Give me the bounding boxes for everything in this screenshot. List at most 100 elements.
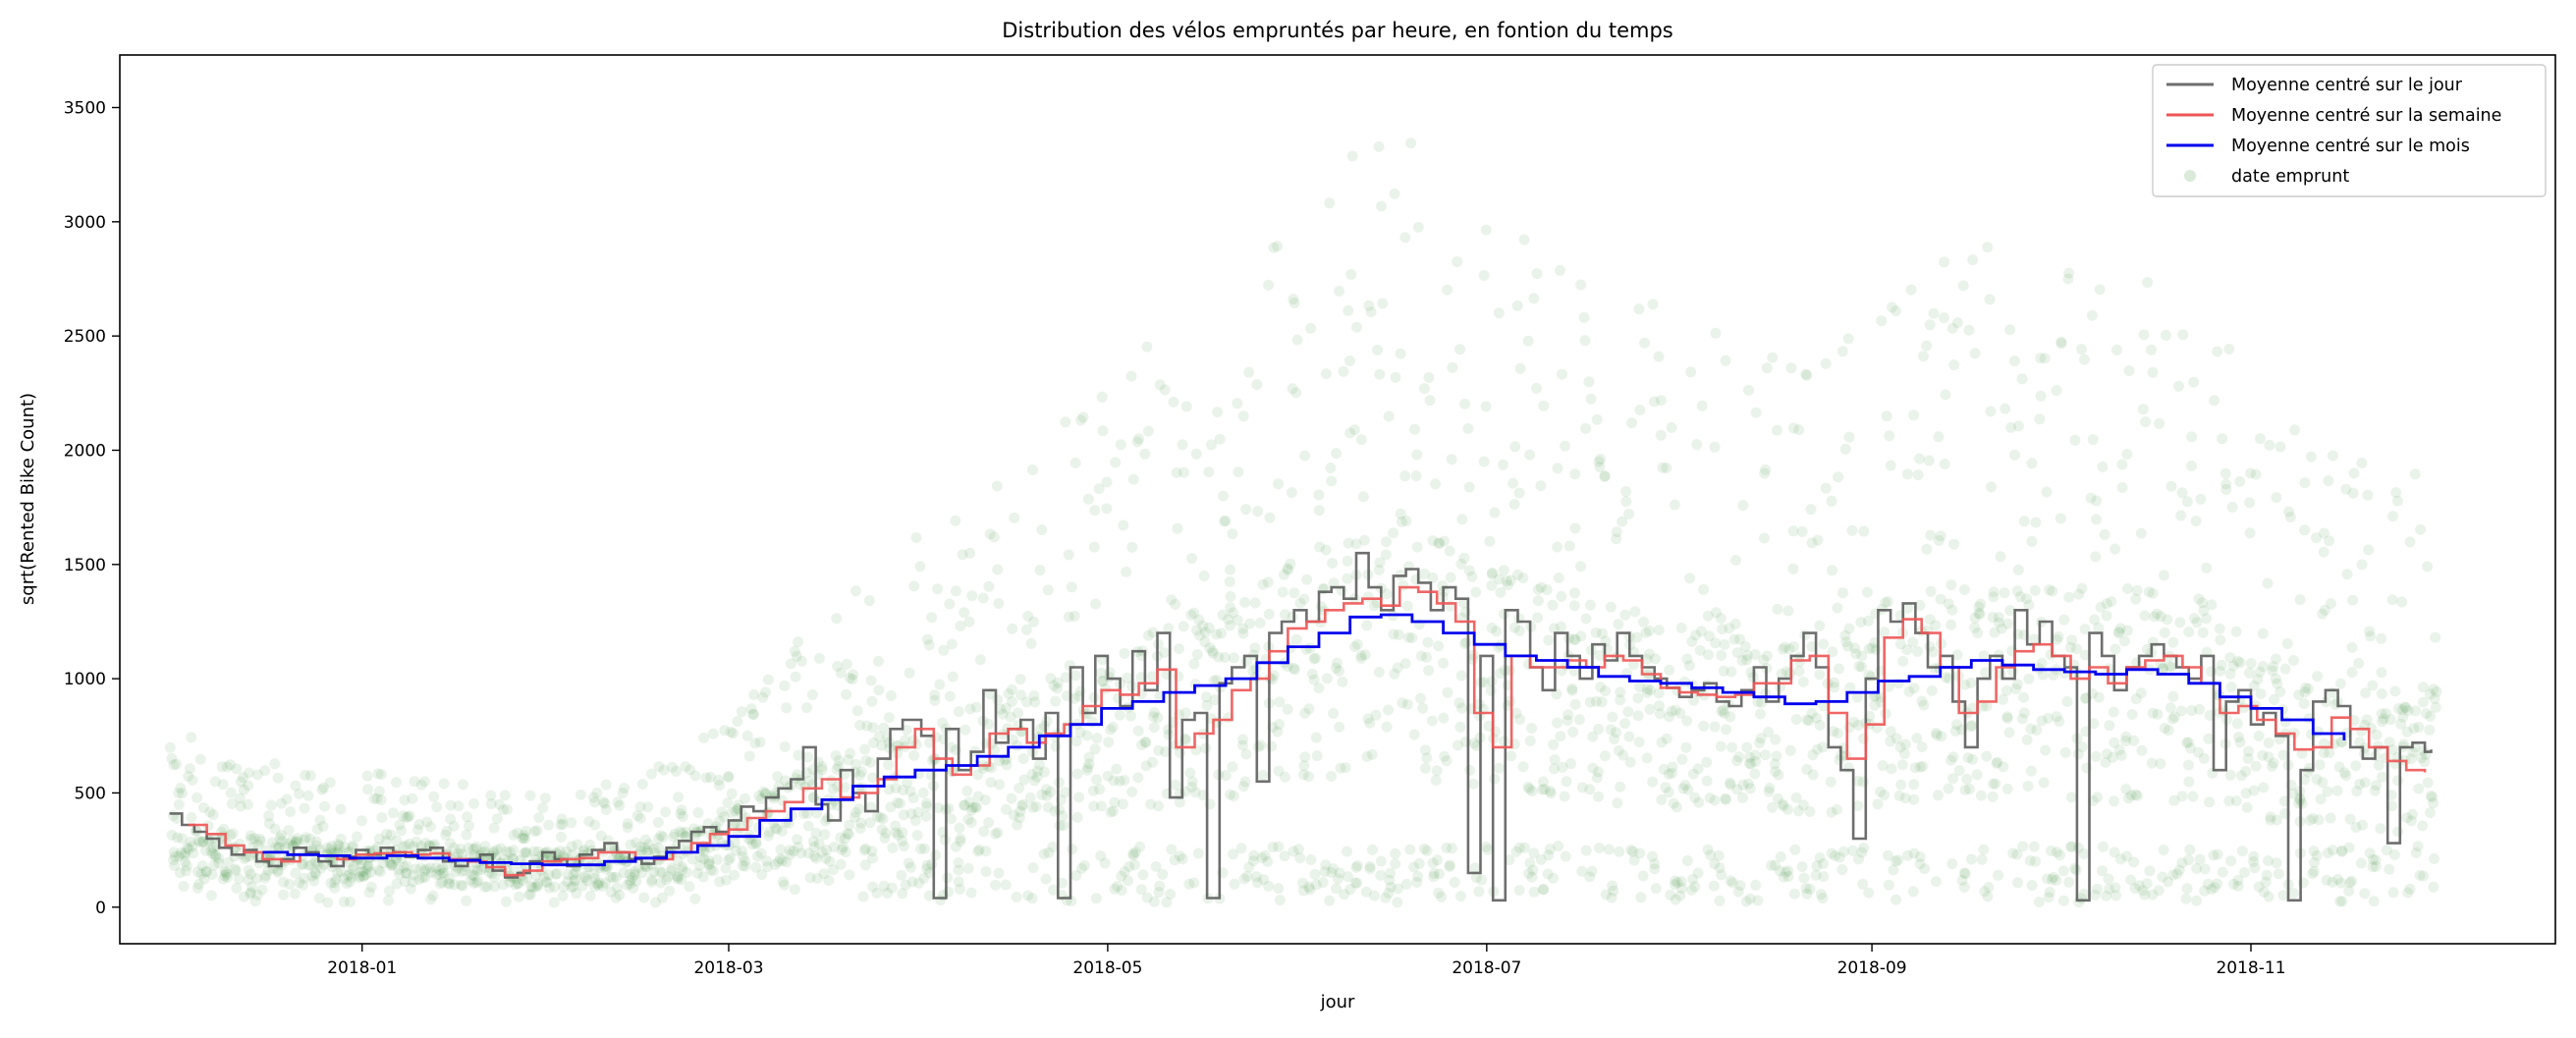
- scatter-point: [1186, 782, 1198, 792]
- scatter-point: [1949, 726, 1961, 737]
- scatter-point: [2157, 663, 2168, 675]
- scatter-point: [1733, 751, 1745, 763]
- scatter-point: [272, 842, 284, 853]
- scatter-point: [1047, 842, 1059, 852]
- scatter-point: [1168, 396, 1179, 408]
- scatter-point: [353, 872, 364, 884]
- scatter-point: [1373, 667, 1385, 678]
- scatter-point: [995, 703, 1007, 715]
- y-tick-label: 1000: [64, 670, 106, 689]
- scatter-point: [421, 816, 433, 828]
- scatter-point: [1263, 608, 1275, 620]
- scatter-point: [326, 841, 338, 851]
- y-tick-label: 500: [75, 784, 106, 803]
- scatter-point: [636, 867, 648, 879]
- scatter-point: [854, 720, 866, 731]
- scatter-point: [407, 792, 418, 804]
- scatter-point: [1303, 703, 1315, 715]
- scatter-point: [2357, 819, 2368, 831]
- scatter-point: [2047, 585, 2058, 597]
- scatter-point: [1074, 727, 1086, 738]
- scatter-point: [879, 832, 891, 844]
- scatter-point: [1317, 877, 1329, 889]
- scatter-point: [1159, 647, 1171, 659]
- scatter-point: [824, 855, 836, 867]
- scatter-point: [2147, 636, 2159, 648]
- scatter-point: [1339, 889, 1350, 901]
- scatter-point: [2017, 841, 2029, 852]
- x-tick-label: 2018-11: [2216, 958, 2285, 978]
- scatter-point: [2230, 795, 2242, 807]
- scatter-point: [2121, 850, 2133, 862]
- scatter-point: [540, 876, 552, 888]
- scatter-point: [1615, 694, 1626, 706]
- scatter-point: [2272, 678, 2283, 689]
- scatter-point: [2336, 846, 2348, 857]
- scatter-point: [2223, 795, 2235, 807]
- scatter-point: [1206, 645, 1218, 657]
- scatter-point: [308, 875, 320, 887]
- scatter-point: [2128, 856, 2140, 868]
- scatter-point: [1101, 503, 1113, 515]
- scatter-point: [964, 703, 976, 715]
- scatter-point: [1575, 561, 1586, 573]
- scatter-point: [335, 865, 347, 877]
- scatter-point: [192, 878, 204, 890]
- scatter-point: [1355, 434, 1367, 446]
- scatter-point: [720, 874, 732, 886]
- scatter-point: [1404, 844, 1416, 855]
- scatter-point: [1752, 895, 1764, 906]
- scatter-point: [1026, 893, 1038, 904]
- scatter-point: [1105, 724, 1117, 736]
- scatter-point: [2212, 878, 2223, 890]
- scatter-point: [1383, 410, 1395, 422]
- scatter-point: [1388, 628, 1399, 640]
- scatter-point: [1844, 682, 1856, 693]
- scatter-point: [403, 811, 413, 823]
- scatter-point: [1856, 661, 1868, 673]
- scatter-point: [491, 813, 503, 825]
- scatter-point: [2249, 862, 2261, 874]
- scatter-point: [1888, 864, 1899, 876]
- scatter-point: [2187, 791, 2199, 802]
- scatter-point: [1761, 362, 1773, 374]
- scatter-point: [1713, 849, 1725, 861]
- x-tick-label: 2018-05: [1072, 958, 1142, 978]
- scatter-point: [1576, 865, 1588, 877]
- scatter-point: [1433, 887, 1445, 899]
- scatter-point: [385, 829, 397, 841]
- scatter-point: [468, 797, 479, 809]
- scatter-point: [2076, 344, 2087, 355]
- scatter-point: [1993, 617, 2004, 628]
- scatter-point: [437, 867, 448, 879]
- scatter-point: [2234, 737, 2246, 748]
- scatter-point: [2363, 544, 2375, 556]
- scatter-point: [883, 759, 895, 771]
- scatter-point: [2429, 693, 2440, 704]
- scatter-point: [1734, 880, 1746, 892]
- scatter-point: [1640, 627, 1652, 638]
- scatter-point: [2384, 863, 2395, 875]
- scatter-point: [2090, 750, 2102, 762]
- scatter-point: [2188, 376, 2200, 388]
- scatter-point: [2194, 853, 2206, 865]
- scatter-point: [789, 645, 800, 657]
- scatter-point: [661, 874, 672, 886]
- scatter-point: [2140, 416, 2151, 428]
- scatter-point: [955, 621, 966, 631]
- scatter-point: [2139, 610, 2151, 622]
- scatter-point: [788, 846, 799, 857]
- scatter-point: [1188, 658, 1200, 670]
- series-line: [262, 613, 2346, 867]
- scatter-point: [589, 796, 601, 808]
- scatter-point: [992, 827, 1004, 839]
- scatter-point: [1491, 626, 1503, 637]
- scatter-point: [2382, 845, 2392, 856]
- scatter-point: [1611, 533, 1622, 545]
- scatter-point: [436, 877, 448, 888]
- scatter-point: [1804, 806, 1816, 817]
- scatter-point: [2351, 786, 2363, 797]
- scatter-point: [638, 892, 650, 903]
- scatter-point: [2147, 889, 2159, 901]
